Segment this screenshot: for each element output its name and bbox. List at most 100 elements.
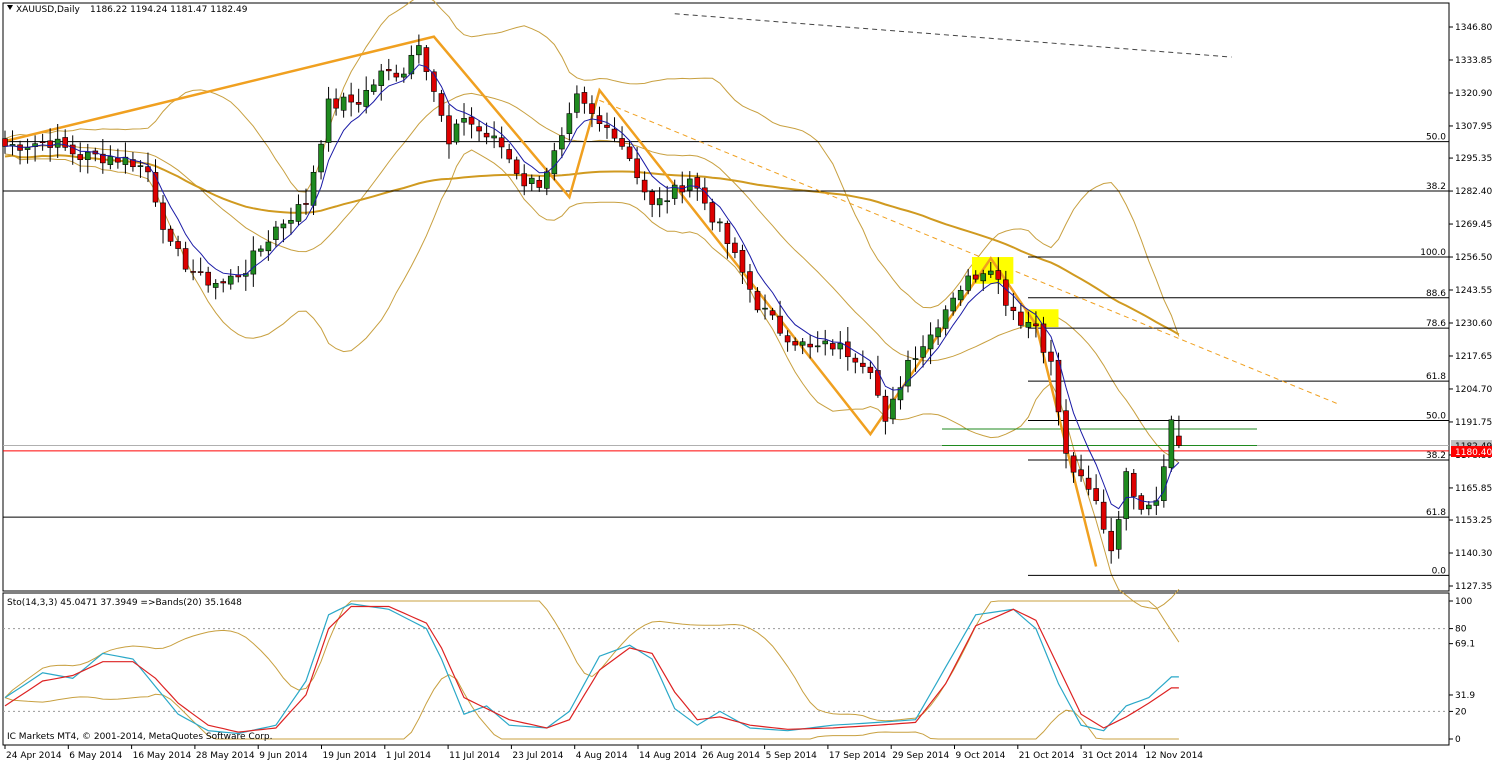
bear-candle [513,159,520,174]
price-axis-label: 1140.30 [1455,549,1492,559]
bear-candle [385,69,392,72]
price-axis-label: 1153.25 [1455,516,1492,526]
time-axis-label: 17 Sep 2014 [829,751,886,761]
bollinger-lower-line [4,149,1180,610]
bull-candle [671,184,678,199]
bull-candle [401,73,407,78]
time-axis: 24 Apr 2014 6 May 2014 16 May 2014 28 May 2… [4,745,1203,761]
price-axis: 1346.80 1333.85 1320.90 1307.95 1295.35 1282.… [1449,23,1492,745]
bear-candle [333,98,339,109]
bull-candle [24,147,31,150]
price-axis-label: 1256.50 [1455,253,1492,263]
bear-candle [972,274,979,280]
bear-candle [1078,469,1084,477]
bear-candle [626,146,633,159]
bear-candle [220,281,227,284]
time-axis-label: 24 Apr 2014 [6,751,62,761]
time-axis-label: 31 Oct 2014 [1082,751,1138,761]
bear-candle [468,116,475,125]
bull-candle [566,113,573,134]
bear-candle [1048,351,1054,362]
bear-candle [1138,495,1145,510]
bear-candle [732,242,738,253]
price-axis-label: 1191.75 [1455,418,1492,428]
bull-candle [897,387,904,401]
bull-candle [408,54,415,75]
fib-level-label: 61.8 [1426,508,1446,518]
stochastic-axis-label: 100 [1455,597,1472,607]
time-axis-label: 29 Sep 2014 [892,751,949,761]
time-axis-label: 19 Jun 2014 [323,751,377,761]
bear-candle [355,102,362,105]
indicator-pane-frame [2,592,1450,746]
bull-candle [137,165,144,167]
bull-candle [1123,471,1130,519]
price-axis-label: 1204.70 [1455,385,1492,395]
fib-level-label: 78.6 [1426,319,1446,329]
ohlc-readout: 1186.22 1194.24 1181.47 1182.49 [90,5,248,15]
stochastic-main-line [4,603,1179,735]
fast-moving-average-line [4,64,1180,510]
bear-candle [694,177,701,189]
bear-candle [446,115,452,145]
bear-candle [348,94,354,103]
symbol-label: XAUUSD,Daily [16,5,80,15]
bear-candle [867,366,874,373]
fib-level-label: 50.0 [1426,412,1446,422]
bull-candle [822,340,829,345]
time-axis-label: 26 Aug 2014 [702,751,760,761]
time-axis-label: 1 Jul 2014 [386,751,431,761]
bull-candle [935,327,941,338]
bull-candle [905,359,911,387]
bull-candle [656,198,663,206]
bull-candle [1153,500,1160,506]
symbol-triangle-icon [7,5,13,10]
bear-candle [130,159,136,168]
bear-candle [167,228,174,242]
price-axis-label: 1230.60 [1455,319,1492,329]
bear-candle [995,270,1002,280]
fib-level-label: 0.0 [1432,566,1447,576]
price-axis-label: 1127.35 [1455,582,1492,592]
bear-candle [724,222,731,244]
stochastic-axis-label: 0 [1455,735,1461,745]
bear-candle [702,187,708,204]
bear-candle [423,47,430,72]
bear-candle [882,395,889,422]
bear-candle [1055,359,1062,413]
bear-candle [47,140,53,148]
price-axis-label: 1320.90 [1455,89,1492,99]
bull-candle [717,221,723,224]
bear-candle [634,158,640,179]
bull-candle [288,219,294,224]
price-axis-label: 1243.55 [1455,286,1492,296]
bull-candle [912,358,919,360]
copyright-text: IC Markets MT4, © 2001-2014, MetaQuotes … [7,732,273,742]
bull-candle [1161,466,1167,501]
level-price-badge [1451,446,1492,457]
bull-candle [295,204,302,222]
bull-candle [250,250,257,275]
stochastic-axis-label: 80 [1455,625,1467,635]
trendline [674,13,1232,58]
bear-candle [1063,410,1069,454]
bear-candle [1093,488,1099,502]
bear-candle [641,179,648,193]
bear-candle [1085,477,1092,490]
stochastic-label: Sto(14,3,3) 45.0471 37.3949 =>Bands(20) … [7,598,242,608]
stochastic-band-lower [4,674,1179,740]
bear-candle [581,92,588,104]
bull-candle [664,200,671,203]
time-axis-label: 16 May 2014 [133,751,192,761]
bear-candle [860,362,866,367]
bull-candle [528,177,535,184]
stochastic-axis-label: 20 [1455,707,1467,717]
fib-level-label: 100.0 [1420,248,1446,258]
bear-candle [844,341,851,358]
main-chart-frame [2,2,1450,592]
bull-candle [686,178,693,191]
bull-candle [370,84,377,92]
bull-candle [927,334,934,350]
bull-candle [318,143,324,173]
stochastic-axis-label: 69.1 [1455,640,1475,650]
